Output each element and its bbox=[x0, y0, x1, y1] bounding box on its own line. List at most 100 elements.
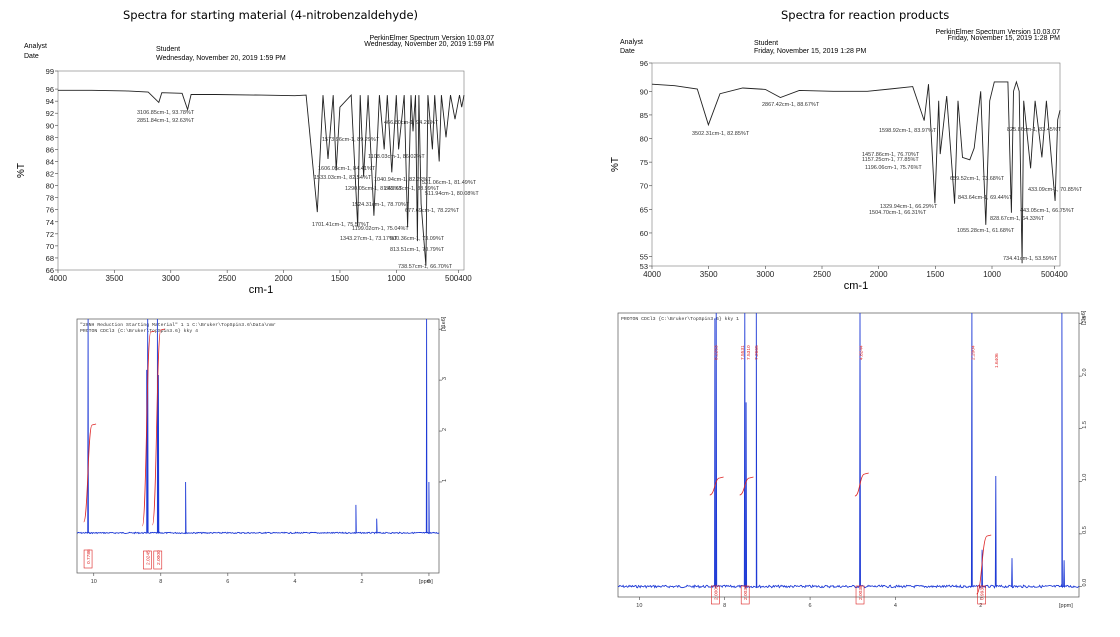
peak-annotation: 843.64cm-1, 69.44%T bbox=[958, 195, 1013, 201]
x-tick-label: 2 bbox=[979, 603, 982, 609]
peak-annotation: 1040.94cm-1, 82.22%T bbox=[374, 177, 432, 183]
peak-annotation: 3106.85cm-1, 93.78%T bbox=[137, 110, 195, 116]
peak-label: 2.2004 bbox=[970, 345, 976, 360]
y-tick-label: 70 bbox=[46, 242, 54, 251]
analyst-name: Student bbox=[156, 46, 181, 53]
left-title: Spectra for starting material (4-nitrobe… bbox=[123, 8, 419, 22]
analyst-name: Student bbox=[754, 40, 779, 47]
y-tick-label: 90 bbox=[640, 87, 648, 96]
instrument: PerkinElmer Spectrum Version 10.03.07 bbox=[935, 29, 1060, 36]
peak-annotation: 738.57cm-1, 66.70%T bbox=[398, 264, 453, 270]
x-tick-label: 10 bbox=[91, 579, 97, 585]
integral-label: 2.0039 bbox=[743, 585, 749, 600]
acquisition-date: Wednesday, November 20, 2019 1:59 PM bbox=[156, 55, 286, 62]
integral-box bbox=[711, 585, 720, 605]
peak-annotation: 1533.03cm-1, 82.54%T bbox=[314, 175, 372, 181]
peak-annotation: 659.52cm-1, 73.68%T bbox=[950, 176, 1005, 182]
y-tick-label: 85 bbox=[640, 111, 648, 120]
y-tick-label: 84 bbox=[46, 157, 54, 166]
integral-curve bbox=[152, 328, 165, 526]
header-date: Wednesday, November 20, 2019 1:59 PM bbox=[364, 41, 494, 48]
analyst-label: Analyst bbox=[24, 43, 47, 50]
analyst-label: Analyst bbox=[620, 39, 643, 46]
ir-trace bbox=[58, 89, 465, 266]
y-tick-label: 65 bbox=[640, 205, 648, 214]
y-tick-label: 78 bbox=[46, 194, 54, 203]
peak-annotation: 1199.02cm-1, 75.04%T bbox=[352, 226, 409, 232]
integral-box bbox=[153, 550, 163, 570]
y-tick-label: 3 bbox=[442, 377, 448, 380]
x-tick-label: 500400 bbox=[1041, 270, 1068, 279]
peak-annotation: 813.51cm-1, 70.79%T bbox=[390, 247, 445, 253]
y-tick-label: 0.5 bbox=[1082, 526, 1088, 534]
peak-annotation: 1108.03cm-1, 86.02%T bbox=[368, 154, 425, 160]
y-tick-label: 55 bbox=[640, 253, 648, 262]
integral-label: 2.0000 bbox=[713, 585, 719, 600]
integral-box bbox=[143, 550, 152, 570]
x-tick-label: 1500 bbox=[926, 270, 944, 279]
x-axis-label: cm-1 bbox=[249, 284, 273, 296]
integral-label: 2.0038 bbox=[858, 585, 864, 600]
x-tick-label: 6 bbox=[226, 579, 229, 585]
nmr-header: "20NH Reduction Starting Material" 1 1 C… bbox=[80, 322, 276, 328]
acquisition-date: Friday, November 15, 2019 1:28 PM bbox=[754, 48, 867, 55]
peak-annotation: 1157.25cm-1, 77.85%T bbox=[862, 157, 919, 163]
y-tick-label: 75 bbox=[640, 158, 648, 167]
integral-label: 0.9939 bbox=[980, 585, 986, 600]
date-label: Date bbox=[620, 48, 635, 55]
peak-label: 8.2253 bbox=[713, 345, 719, 360]
peak-label: 1.6406 bbox=[994, 353, 1000, 368]
right-title: Spectra for reaction products bbox=[781, 8, 950, 22]
integral-curve bbox=[709, 476, 724, 496]
peak-annotation: 677.69cm-1, 78.22%T bbox=[405, 208, 460, 214]
x-tick-label: 2500 bbox=[813, 270, 831, 279]
peak-label: 7.5310 bbox=[746, 345, 752, 360]
y-tick-label: 2.5 bbox=[1082, 316, 1088, 324]
x-tick-label: 500400 bbox=[445, 274, 472, 283]
peak-annotation: 734.41cm-1, 53.59%T bbox=[1003, 256, 1058, 262]
header-date: Friday, November 15, 2019 1:28 PM bbox=[947, 35, 1060, 42]
peak-annotation: 1598.92cm-1, 83.97%T bbox=[879, 128, 937, 134]
integral-label: 2.0000 bbox=[156, 550, 162, 565]
date-label: Date bbox=[24, 53, 39, 60]
peak-annotation: 443.05cm-1, 66.75%T bbox=[1020, 208, 1075, 214]
x-tick-label: 0 bbox=[427, 579, 430, 585]
x-tick-label: 8 bbox=[159, 579, 162, 585]
y-tick-label: 4 bbox=[442, 326, 448, 329]
peak-annotation: 1504.70cm-1, 66.31%T bbox=[869, 210, 927, 216]
integral-curve bbox=[739, 476, 754, 496]
y-tick-label: 86 bbox=[46, 145, 54, 154]
x-tick-label: 2000 bbox=[870, 270, 888, 279]
peak-annotation: 1524.31cm-1, 78.70%T bbox=[352, 202, 410, 208]
y-tick-label: 1.5 bbox=[1082, 421, 1088, 429]
integral-box bbox=[977, 585, 986, 605]
y-tick-label: 90 bbox=[46, 121, 54, 130]
integral-box bbox=[83, 549, 93, 569]
ir-left-header: Analyst Date Student Wednesday, November… bbox=[24, 34, 494, 64]
peak-annotation: 1606.05cm-1, 84.41%T bbox=[318, 166, 376, 172]
y-tick-label: 68 bbox=[46, 254, 54, 263]
y-axis-label: [*1e6] bbox=[1081, 310, 1087, 325]
integral-curve bbox=[976, 534, 992, 595]
integral-label: 0.7786 bbox=[86, 549, 92, 564]
x-tick-label: 10 bbox=[636, 603, 642, 609]
peak-annotation: 1055.28cm-1, 61.68%T bbox=[957, 228, 1015, 234]
y-axis-label: %T bbox=[610, 157, 621, 172]
y-tick-label: 53 bbox=[640, 262, 648, 271]
y-tick-label: 1.0 bbox=[1082, 474, 1088, 482]
integral-box bbox=[855, 585, 865, 605]
x-tick-label: 4 bbox=[293, 579, 296, 585]
peak-annotation: 1573.96cm-1, 89.29%T bbox=[322, 137, 380, 143]
y-tick-label: 96 bbox=[640, 59, 648, 68]
peak-annotation: 825.86cm-1, 83.45%T bbox=[1007, 127, 1062, 133]
peak-label: 7.5531 bbox=[740, 345, 746, 360]
x-tick-label: 3500 bbox=[700, 270, 718, 279]
peak-annotation: 1196.06cm-1, 75.76%T bbox=[865, 165, 922, 171]
x-tick-label: 1000 bbox=[983, 270, 1001, 279]
y-tick-label: 80 bbox=[46, 182, 54, 191]
peak-annotation: 1343.27cm-1, 73.17%T bbox=[340, 236, 398, 242]
peak-annotation: 2851.84cm-1, 92.63%T bbox=[137, 118, 195, 124]
peak-annotation: 1290.05cm-1, 81.45%T bbox=[345, 186, 403, 192]
